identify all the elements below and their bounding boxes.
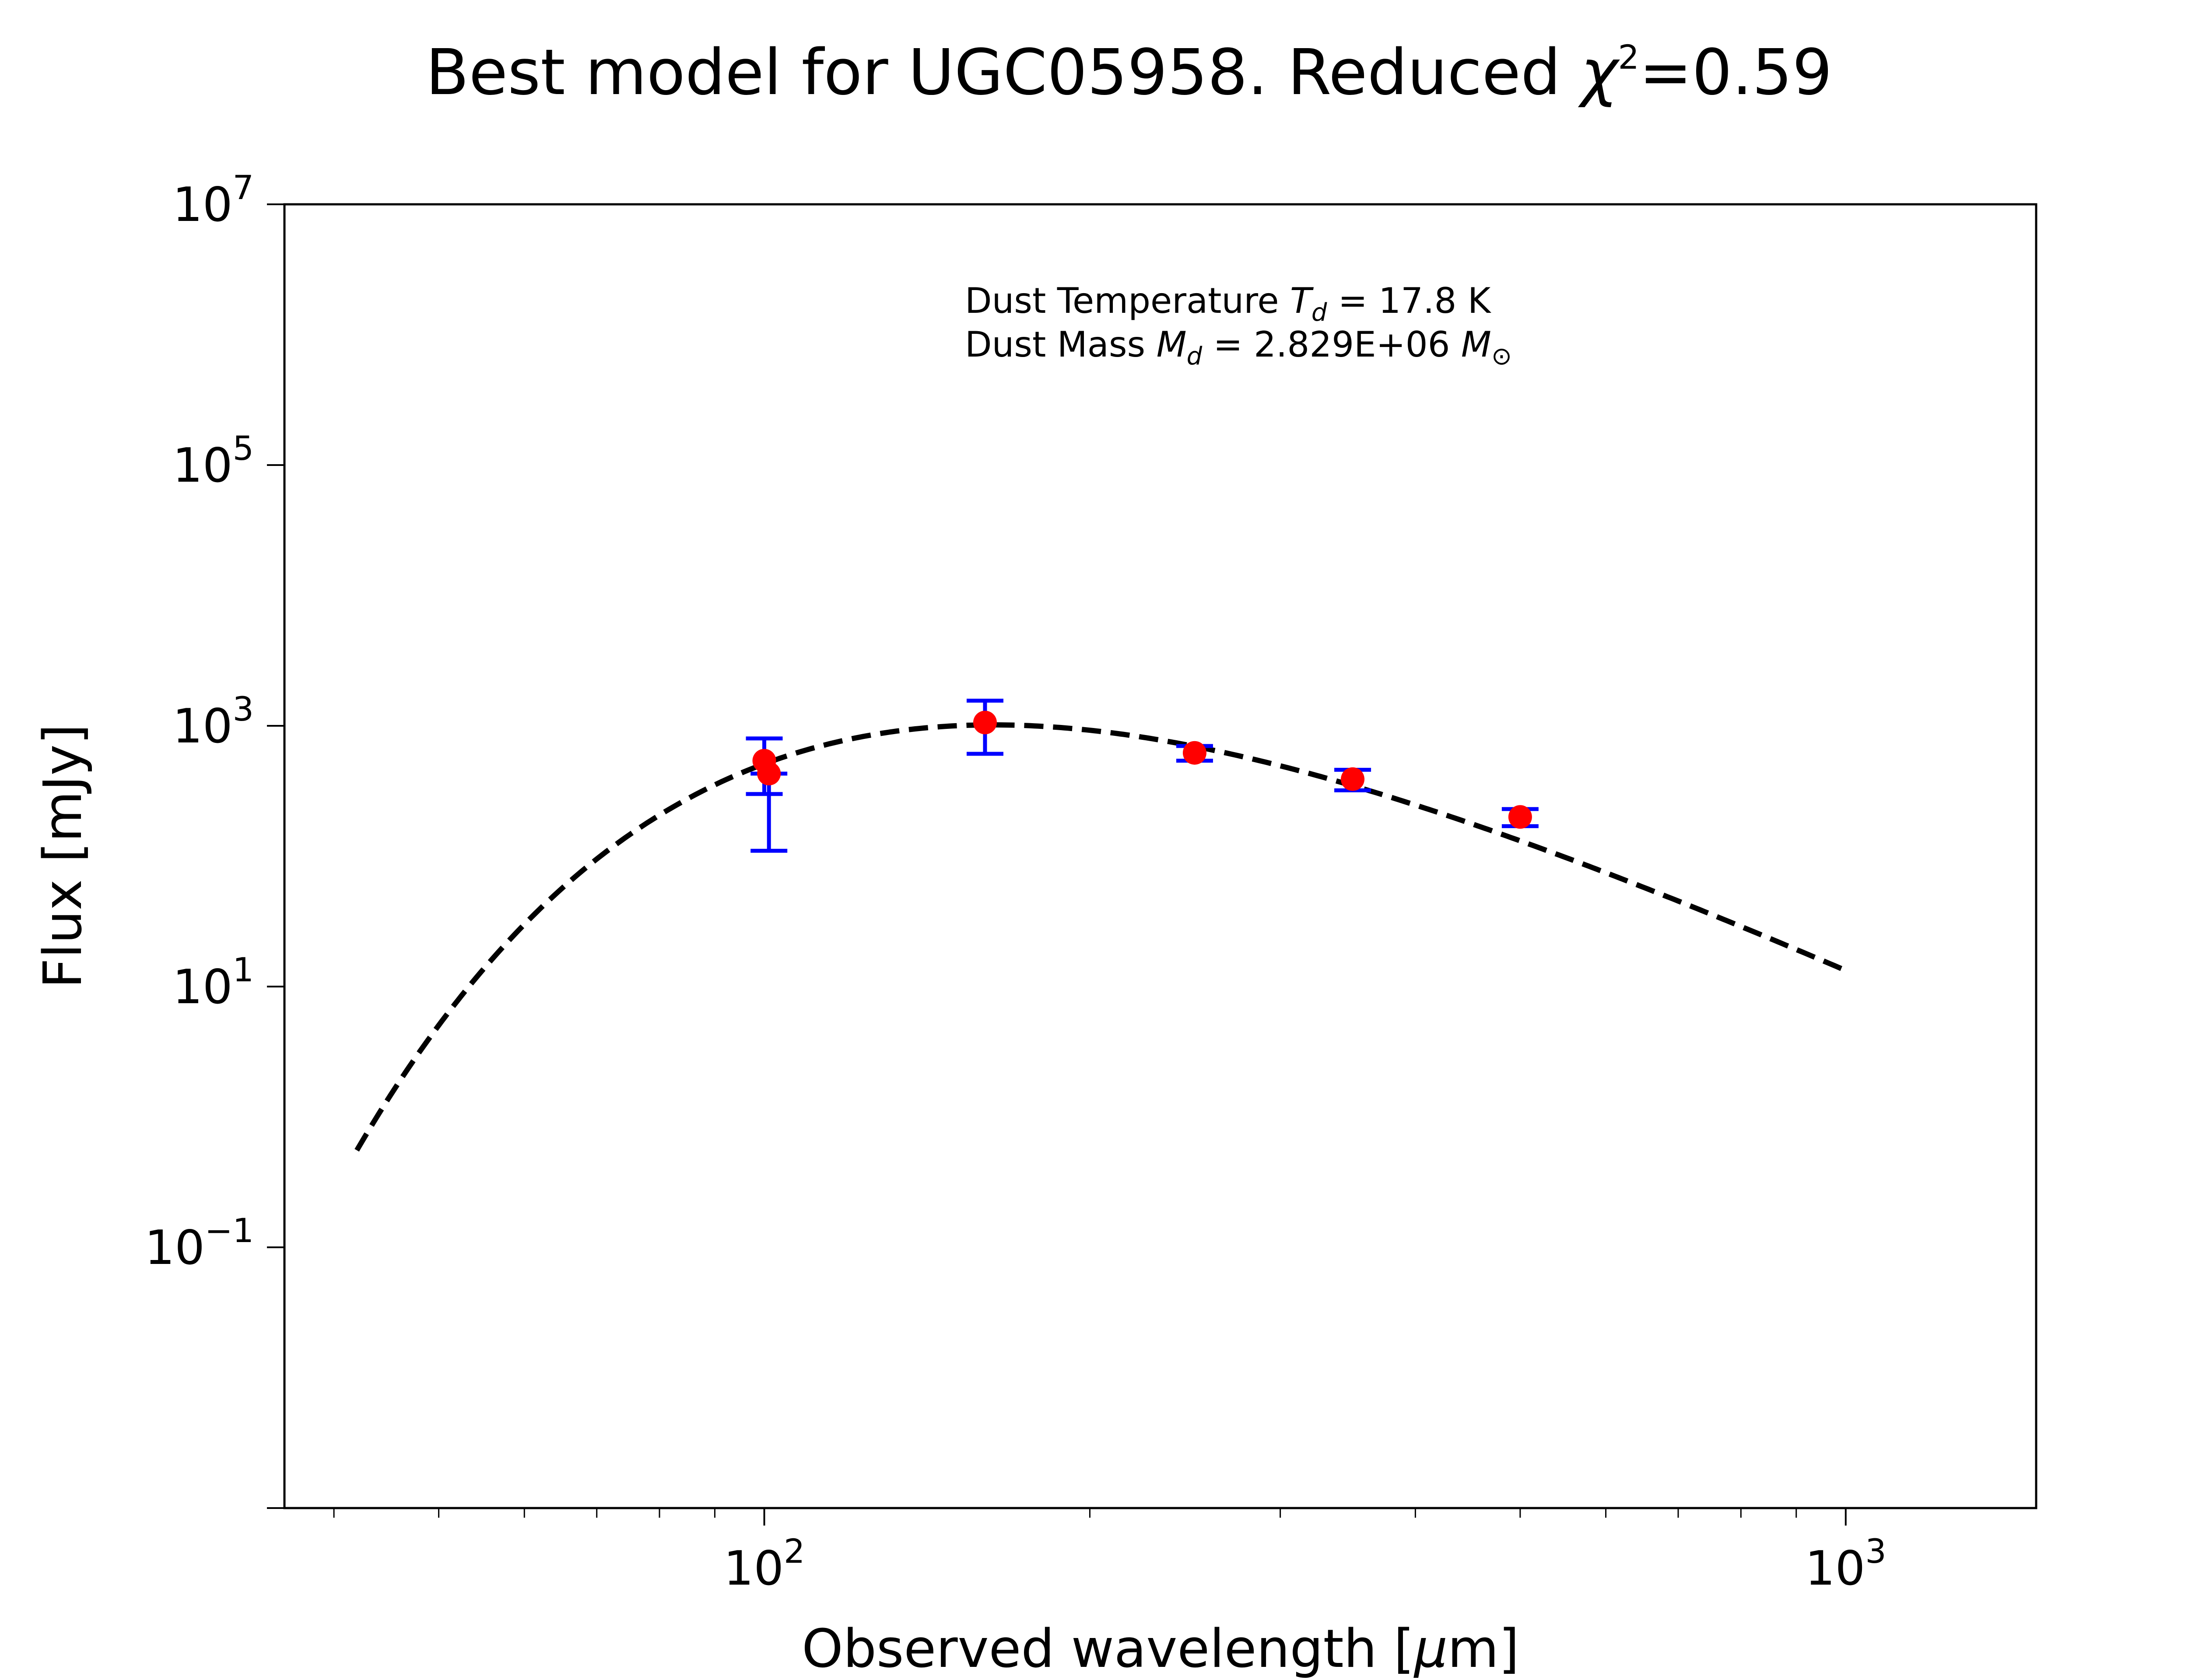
x-tick-label: 102 <box>724 1532 805 1596</box>
x-axis-label: Observed wavelength [μm] <box>802 1619 1519 1680</box>
y-axis-ticks: 10−1 101 103 105 107 <box>145 168 284 1509</box>
data-point <box>1508 805 1532 829</box>
y-tick-label: 10−1 <box>145 1211 254 1275</box>
y-tick-label: 107 <box>172 168 254 232</box>
plot-frame <box>283 203 2037 1509</box>
annotation-line-1: Dust Temperature Td = 17.8 K <box>965 280 1492 327</box>
annotation-line-2: Dust Mass Md = 2.829E+06 M⊙ <box>965 324 1512 371</box>
chart-title: Best model for UGC05958. Reduced χ2=0.59 <box>426 35 1832 109</box>
model-curve <box>354 722 1847 1152</box>
y-tick-label: 103 <box>172 690 254 754</box>
y-tick-label: 105 <box>172 429 254 493</box>
x-tick-label: 103 <box>1805 1532 1886 1596</box>
x-axis-ticks: 102 103 <box>333 1508 1886 1596</box>
data-point <box>1341 767 1365 791</box>
data-point <box>973 710 997 735</box>
plot-content <box>354 698 1847 1152</box>
y-axis-label: Flux [mJy] <box>33 724 94 989</box>
data-point <box>757 762 781 786</box>
y-tick-label: 101 <box>172 950 254 1015</box>
data-point <box>1182 741 1206 765</box>
